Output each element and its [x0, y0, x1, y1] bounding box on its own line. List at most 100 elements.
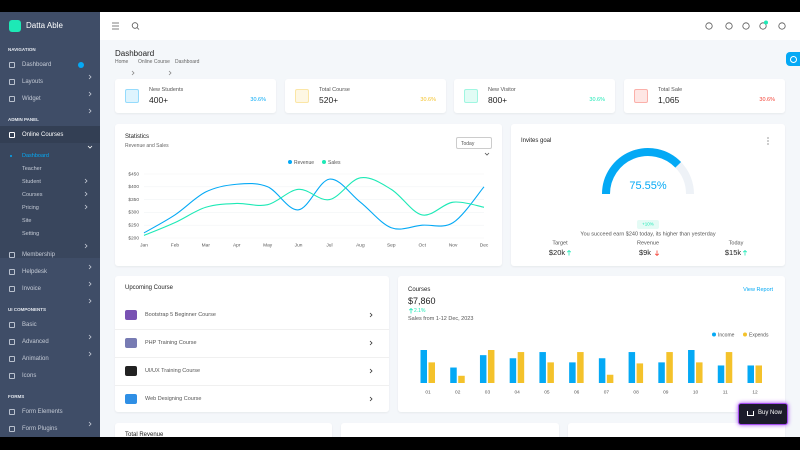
nav-subitem: Site	[22, 218, 32, 224]
change: 2.1%	[414, 308, 426, 314]
stat-card: Total Course 520+ 30.6%	[285, 79, 446, 113]
amount: $7,860	[408, 296, 436, 306]
stat-change: 30.6%	[420, 97, 436, 103]
upcoming-card: Upcoming Course Bootstrap 5 Beginner Cour…	[115, 276, 389, 412]
gear-icon	[790, 55, 797, 63]
nav-icon	[9, 132, 15, 138]
cart-icon	[747, 411, 754, 416]
bottom-card	[568, 423, 785, 437]
nav-item: Helpdesk	[22, 269, 48, 275]
stat-icon	[464, 89, 478, 103]
breadcrumb-item: Home	[115, 59, 129, 65]
nav-icon	[9, 373, 15, 379]
nav-badge	[78, 62, 84, 68]
chevron	[131, 70, 135, 76]
page-title: Dashboard	[115, 49, 155, 58]
nav-item: Advanced	[22, 339, 49, 345]
nav-subitem: Teacher	[22, 166, 42, 172]
nav-subitem: Student	[22, 179, 41, 185]
nav-icon	[9, 409, 15, 415]
row-divider	[115, 329, 389, 330]
nav-item: Invoice	[22, 286, 42, 292]
nav-icon	[9, 426, 15, 432]
brand-logo	[9, 20, 21, 32]
nav-item: Icons	[22, 373, 37, 379]
view-report[interactable]: View Report	[743, 287, 773, 293]
brand-name: Datta Able	[26, 21, 63, 30]
nav-item: Dashboard	[22, 62, 52, 68]
nav-heading: NAVIGATION	[8, 47, 36, 52]
stat-value: 800+	[488, 95, 508, 105]
nav-heading: ADMIN PANEL	[8, 117, 39, 122]
filter-dropdown[interactable]: Today	[456, 137, 492, 149]
nav-subitem: Setting	[22, 231, 40, 237]
nav-icon	[9, 269, 15, 275]
nav-bullet	[10, 155, 12, 157]
course-icon	[125, 310, 137, 320]
card-title: Courses	[408, 287, 431, 293]
nav-icon	[9, 356, 15, 362]
nav-icon	[9, 252, 15, 258]
statistics-card: Statistics Revenue and Sales Today	[115, 124, 502, 266]
nav-subitem: Courses	[22, 192, 43, 198]
nav-item: Animation	[22, 356, 49, 362]
breadcrumb-item: Online Course	[138, 59, 170, 65]
stat-value: 520+	[319, 95, 339, 105]
bottom-card	[341, 423, 559, 437]
top-header	[100, 12, 800, 40]
card-title: Statistics	[125, 134, 150, 140]
stat-label: Total Sale	[658, 87, 683, 93]
nav-icon	[9, 286, 15, 292]
card-subtitle: Sales from 1-12 Dec, 2023	[408, 316, 474, 322]
bottom-card: Total Revenue	[115, 423, 332, 437]
nav-icon	[9, 96, 15, 102]
stat-change: 30.6%	[589, 97, 605, 103]
nav-item: Layouts	[22, 79, 44, 85]
row-divider	[115, 357, 389, 358]
nav-item: Form Elements	[22, 409, 63, 415]
course-name: UI/UX Training Course	[145, 367, 201, 374]
nav-heading: FORMS	[8, 394, 25, 399]
nav-item: Widget	[22, 96, 41, 102]
submenu-bg	[0, 143, 100, 258]
buy-label: Buy Now	[758, 410, 783, 416]
nav-subitem: Pricing	[22, 205, 39, 211]
course-icon	[125, 366, 137, 376]
nav-item: Form Plugins	[22, 426, 58, 432]
stat-value: 400+	[149, 95, 169, 105]
course-name: PHP Training Course	[145, 339, 197, 346]
badge	[637, 220, 659, 229]
settings-button[interactable]	[786, 52, 800, 66]
buy-button[interactable]: Buy Now	[738, 403, 788, 425]
card-subtitle: Revenue and Sales	[125, 143, 169, 149]
stat-card: New Students 400+ 30.6%	[115, 79, 276, 113]
nav-icon	[9, 62, 15, 68]
stat-value: 1,065	[658, 95, 680, 105]
stat-label: New Students	[149, 87, 184, 93]
app: Datta Able NAVIGATION Dashboard Layouts Widg…	[0, 12, 800, 437]
stat-change: 30.6%	[759, 97, 775, 103]
nav-icon	[9, 79, 15, 85]
course-name: Bootstrap 5 Beginner Course	[145, 311, 216, 318]
courses-card: Courses $7,860 2.1% Sales from 1-12 Dec, 20…	[398, 276, 785, 412]
stat-icon	[634, 89, 648, 103]
card-title: Invites goal	[521, 138, 552, 144]
sidebar: Datta Able NAVIGATION Dashboard Layouts Widg…	[0, 12, 100, 437]
nav-icon	[9, 339, 15, 345]
nav-heading: UI COMPONENTS	[8, 307, 47, 312]
stat-icon	[125, 89, 139, 103]
stat-label: Total Course	[319, 87, 350, 93]
stat-card: New Visitor 800+ 30.6%	[454, 79, 615, 113]
nav-item: Membership	[22, 252, 56, 258]
breadcrumb-item: Dashboard	[175, 59, 200, 65]
stat-icon	[295, 89, 309, 103]
card-title: Upcoming Course	[125, 285, 174, 291]
filter-label: Today	[461, 140, 475, 147]
course-icon	[125, 394, 137, 404]
card-title: Total Revenue	[125, 432, 164, 437]
nav-item: Online Courses	[22, 132, 64, 138]
row-divider	[115, 385, 389, 386]
stat-change: 30.6%	[250, 97, 266, 103]
nav-item: Basic	[22, 322, 37, 328]
invites-card: Invites goal	[511, 124, 785, 266]
